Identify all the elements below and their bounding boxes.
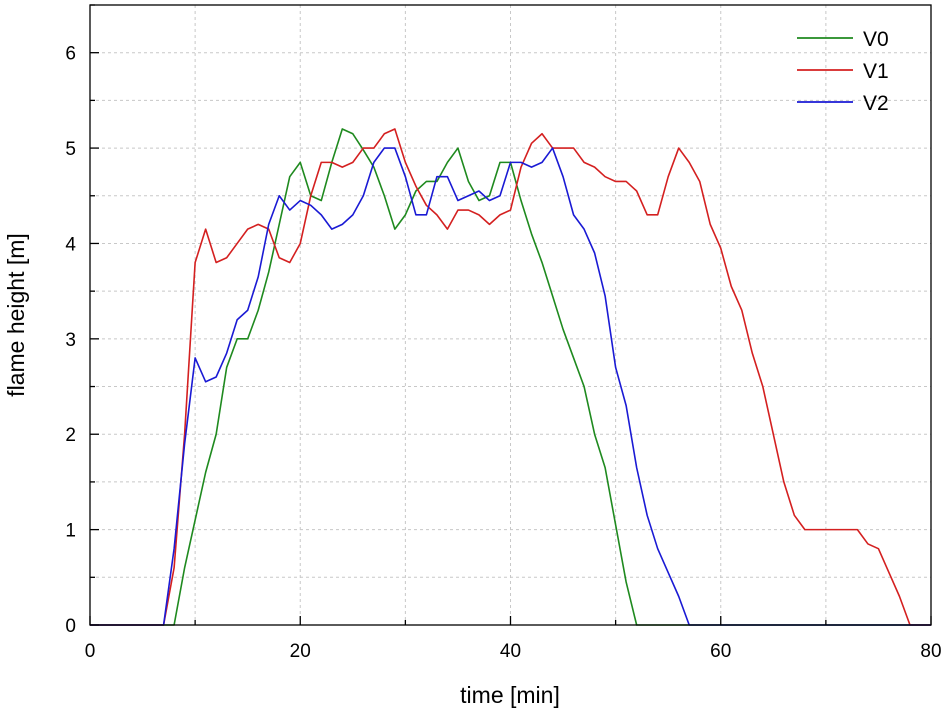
x-tick-label: 40 xyxy=(500,641,521,662)
legend-label-v0: V0 xyxy=(863,28,889,51)
x-tick-label: 60 xyxy=(710,641,731,662)
x-tick-labels: 0 20 40 60 80 xyxy=(85,641,942,662)
x-tick-label: 80 xyxy=(920,641,941,662)
y-tick-labels: 0 1 2 3 4 5 6 xyxy=(65,44,76,637)
y-tick-label: 3 xyxy=(65,330,76,351)
y-tick-label: 6 xyxy=(65,44,76,65)
axis-ticks xyxy=(89,4,932,626)
series-line-v2 xyxy=(90,147,931,626)
y-tick-label: 4 xyxy=(65,234,76,255)
x-tick-label: 20 xyxy=(290,641,311,662)
legend: V0 V1 V2 xyxy=(797,28,889,115)
x-tick-label: 0 xyxy=(85,641,96,662)
y-tick-label: 1 xyxy=(65,521,76,542)
y-tick-label: 2 xyxy=(65,425,76,446)
legend-label-v1: V1 xyxy=(863,60,889,83)
series-line-v1 xyxy=(90,128,931,626)
series-layer xyxy=(90,128,931,626)
x-axis-title: time [min] xyxy=(460,682,560,708)
y-axis-title: flame height [m] xyxy=(3,233,29,397)
series-line-v0 xyxy=(90,128,931,626)
grid-lines xyxy=(90,5,931,625)
y-tick-label: 5 xyxy=(65,139,76,160)
legend-label-v2: V2 xyxy=(863,92,889,115)
y-tick-label: 0 xyxy=(65,616,76,637)
